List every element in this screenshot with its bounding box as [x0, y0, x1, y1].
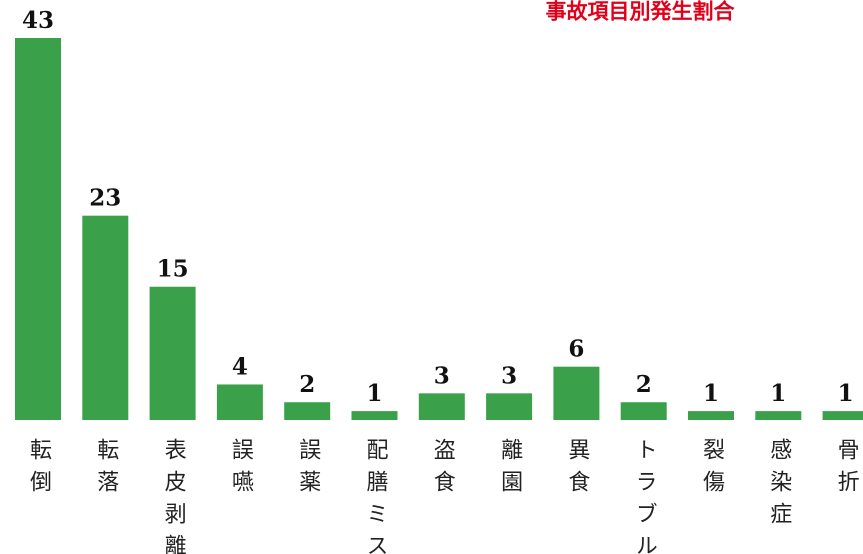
x-tick-label: 転落 [93, 438, 119, 502]
x-tick-label: トラブル [632, 438, 657, 554]
x-tick-label: 盗食 [430, 438, 456, 502]
bar [486, 393, 533, 420]
x-tick-label: 転倒 [26, 438, 52, 502]
value-label: 2 [636, 371, 652, 398]
value-label: 4 [232, 353, 248, 380]
bar [284, 402, 331, 420]
x-tick-label: 誤薬 [295, 438, 321, 502]
x-tick-label: 骨折 [834, 438, 860, 502]
bar [822, 411, 863, 420]
bar [351, 411, 398, 420]
bar [688, 411, 734, 420]
chart-title: 事故項目別発生割合 [546, 0, 736, 24]
value-label: 3 [501, 362, 517, 389]
bar [216, 384, 263, 420]
value-label: 1 [703, 380, 719, 407]
value-label: 1 [366, 380, 382, 407]
value-label: 1 [838, 380, 854, 407]
x-tick-label: 裂傷 [699, 438, 725, 502]
bar [553, 366, 600, 420]
value-label: 3 [434, 362, 450, 389]
x-tick-label: 配膳ミス [363, 438, 389, 554]
value-label: 2 [299, 371, 315, 398]
x-tick-label: 誤嚥 [228, 438, 254, 502]
value-label: 43 [22, 7, 54, 34]
x-tick-label: 表皮剥離 [161, 438, 187, 554]
x-tick-label: 異食 [564, 438, 590, 502]
bar [15, 38, 61, 420]
bar [82, 215, 129, 420]
bar [418, 393, 465, 420]
x-tick-label: 離園 [497, 438, 522, 502]
value-label: 23 [89, 185, 121, 212]
value-label: 6 [568, 336, 584, 363]
bar [755, 411, 802, 420]
value-label: 15 [157, 256, 189, 283]
value-label: 1 [770, 380, 786, 407]
bar [620, 402, 667, 420]
x-tick-label: 感染症 [766, 438, 792, 534]
bar [149, 286, 196, 420]
